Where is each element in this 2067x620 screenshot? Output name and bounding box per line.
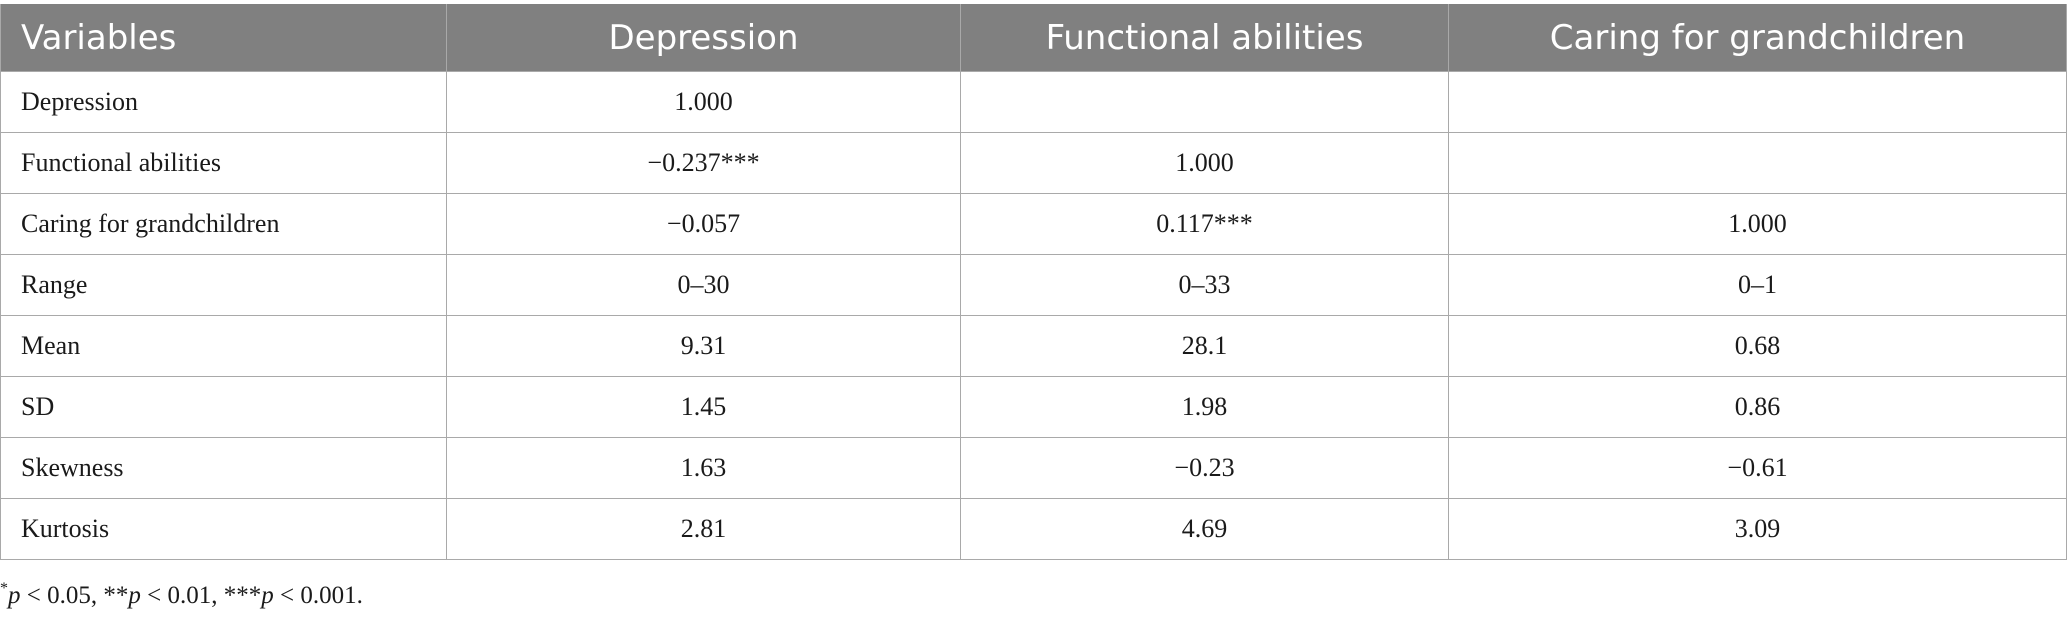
table-cell: −0.61 [1448,437,2067,499]
table-body: Depression 1.000 Functional abilities −0… [0,71,2067,560]
table-row: Depression 1.000 [0,71,2067,133]
header-caring-for-grandchildren: Caring for grandchildren [1448,4,2067,72]
row-label: Depression [0,71,447,133]
table-cell: 1.98 [960,376,1449,438]
table-cell: −0.057 [446,193,961,255]
table-row: Caring for grandchildren −0.057 0.117***… [0,193,2067,255]
row-label: Caring for grandchildren [0,193,447,255]
row-label: Kurtosis [0,498,447,560]
table-cell [1448,132,2067,194]
table-cell: 3.09 [1448,498,2067,560]
header-functional-abilities: Functional abilities [960,4,1449,72]
table-row: SD 1.45 1.98 0.86 [0,376,2067,438]
table-cell: 2.81 [446,498,961,560]
table-cell: 0.117*** [960,193,1449,255]
table-cell: 0–30 [446,254,961,316]
table-cell: 1.000 [1448,193,2067,255]
row-label: Mean [0,315,447,377]
table-row: Range 0–30 0–33 0–1 [0,254,2067,316]
correlation-table: Variables Depression Functional abilitie… [0,4,2067,560]
table-cell: 4.69 [960,498,1449,560]
table-cell: 9.31 [446,315,961,377]
row-label: SD [0,376,447,438]
table-cell: 1.000 [960,132,1449,194]
table-cell: 0.86 [1448,376,2067,438]
table-footnote: *p < 0.05, **p < 0.01, ***p < 0.001. [0,580,363,610]
footnote-p: p [8,582,21,609]
header-row: Variables Depression Functional abilitie… [0,4,2067,72]
table-row: Kurtosis 2.81 4.69 3.09 [0,498,2067,560]
table-row: Skewness 1.63 −0.23 −0.61 [0,437,2067,499]
footnote-text: < 0.05, ** [20,582,129,609]
footnote-text: < 0.01, *** [140,582,262,609]
table-cell: 0–1 [1448,254,2067,316]
table-cell [1448,71,2067,133]
header-depression: Depression [446,4,961,72]
table-cell: 0–33 [960,254,1449,316]
footnote-p: p [261,582,274,609]
row-label: Range [0,254,447,316]
table-cell [960,71,1449,133]
table-cell: 1.000 [446,71,961,133]
row-label: Skewness [0,437,447,499]
correlation-table-container: Variables Depression Functional abilitie… [0,4,2067,560]
table-cell: 28.1 [960,315,1449,377]
table-row: Functional abilities −0.237*** 1.000 [0,132,2067,194]
row-label: Functional abilities [0,132,447,194]
footnote-star: * [0,580,8,597]
header-variables: Variables [0,4,447,72]
table-cell: 0.68 [1448,315,2067,377]
table-cell: −0.237*** [446,132,961,194]
table-row: Mean 9.31 28.1 0.68 [0,315,2067,377]
table-cell: 1.45 [446,376,961,438]
footnote-p: p [128,582,141,609]
footnote-text: < 0.001. [273,582,363,609]
table-cell: 1.63 [446,437,961,499]
table-cell: −0.23 [960,437,1449,499]
table-header: Variables Depression Functional abilitie… [0,4,2067,72]
